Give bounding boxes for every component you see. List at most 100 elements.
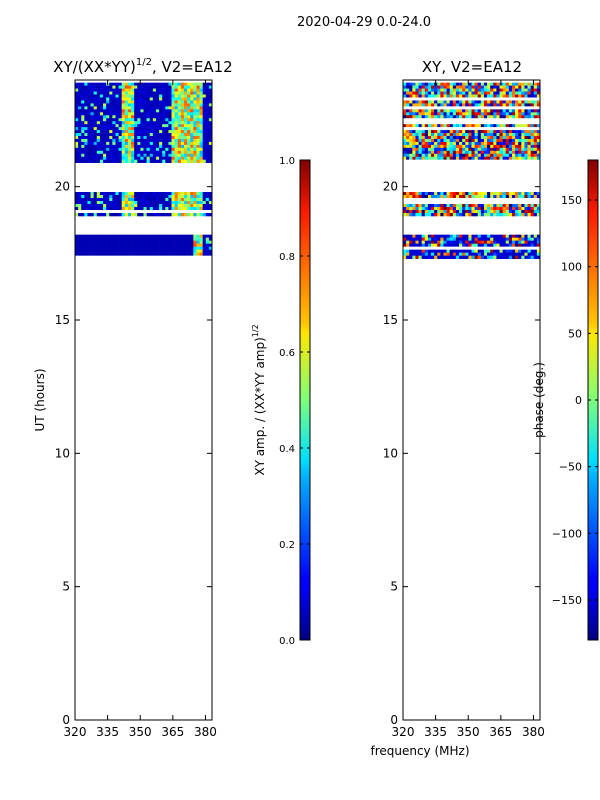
heatmap-cell xyxy=(180,234,185,238)
heatmap-cell xyxy=(483,127,488,131)
heatmap-cell xyxy=(480,249,485,253)
heatmap-cell xyxy=(521,204,525,208)
heatmap-cell xyxy=(162,201,166,205)
heatmap-cell xyxy=(536,106,541,110)
heatmap-cell xyxy=(159,243,163,247)
heatmap-cell xyxy=(171,156,175,160)
heatmap-cell xyxy=(171,127,175,131)
heatmap-cell xyxy=(183,237,188,241)
heatmap-cell xyxy=(431,156,435,160)
heatmap-cell xyxy=(515,115,519,119)
heatmap-cell xyxy=(155,118,160,122)
heatmap-cell xyxy=(449,94,454,98)
heatmap-cell xyxy=(424,195,429,199)
heatmap-cell xyxy=(496,88,500,92)
heatmap-cell xyxy=(499,156,503,160)
heatmap-cell xyxy=(424,141,429,146)
heatmap-cell xyxy=(409,124,413,128)
heatmap-cell xyxy=(536,141,541,146)
heatmap-cell xyxy=(480,198,485,202)
heatmap-cell xyxy=(124,118,129,122)
heatmap-cell xyxy=(490,88,494,92)
heatmap-cell xyxy=(524,91,528,95)
heatmap-cell xyxy=(143,115,147,119)
heatmap-cell xyxy=(427,103,432,107)
heatmap-cell xyxy=(505,156,510,160)
heatmap-cell xyxy=(90,106,94,110)
heatmap-cell xyxy=(134,201,138,205)
heatmap-cell xyxy=(205,141,210,146)
heatmap-cell xyxy=(96,234,101,238)
heatmap-cell xyxy=(462,159,466,163)
heatmap-cell xyxy=(99,109,104,113)
heatmap-cell xyxy=(75,124,79,128)
panel-amplitude-axes-frame xyxy=(74,79,213,721)
heatmap-cell xyxy=(118,255,122,259)
heatmap-cell xyxy=(421,133,426,137)
heatmap-cell xyxy=(168,147,172,152)
heatmap-cell xyxy=(134,115,138,119)
heatmap-cell xyxy=(143,210,147,214)
heatmap-cell xyxy=(165,210,169,214)
heatmap-cell xyxy=(468,246,472,250)
heatmap-cell xyxy=(87,127,91,131)
heatmap-cell xyxy=(196,138,200,143)
heatmap-cell xyxy=(480,100,485,104)
heatmap-cell xyxy=(177,82,182,86)
heatmap-cell xyxy=(143,130,147,134)
heatmap-cell xyxy=(415,112,419,116)
heatmap-cell xyxy=(474,153,479,158)
heatmap-cell xyxy=(515,150,519,155)
heatmap-cell xyxy=(155,91,160,95)
heatmap-cell xyxy=(403,204,407,208)
heatmap-cell xyxy=(84,246,88,250)
heatmap-cell xyxy=(508,198,513,202)
heatmap-cell xyxy=(462,240,466,244)
heatmap-cell xyxy=(112,109,116,113)
heatmap-cell xyxy=(403,156,407,160)
heatmap-cell xyxy=(93,249,98,253)
heatmap-cell xyxy=(140,85,144,89)
heatmap-cell xyxy=(190,91,194,95)
heatmap-cell xyxy=(524,141,528,146)
heatmap-cell xyxy=(471,159,475,163)
heatmap-cell xyxy=(505,97,510,101)
heatmap-cell xyxy=(518,246,522,250)
heatmap-cell xyxy=(146,153,151,158)
heatmap-cell xyxy=(421,156,426,160)
heatmap-cell xyxy=(418,130,422,134)
heatmap-cell xyxy=(459,240,463,244)
heatmap-cell xyxy=(437,106,441,110)
heatmap-cell xyxy=(193,118,197,122)
heatmap-cell xyxy=(162,156,166,160)
x-tick-label: 365 xyxy=(161,725,184,739)
heatmap-cell xyxy=(137,136,141,140)
heatmap-cell xyxy=(155,147,160,152)
heatmap-cell xyxy=(511,91,516,95)
heatmap-cell xyxy=(196,252,200,256)
heatmap-cell xyxy=(155,85,160,89)
heatmap-cell xyxy=(152,138,157,143)
heatmap-cell xyxy=(84,243,88,247)
heatmap-cell xyxy=(193,237,197,241)
heatmap-cell xyxy=(96,121,101,125)
heatmap-cell xyxy=(208,204,213,208)
heatmap-cell xyxy=(174,85,179,89)
heatmap-cell xyxy=(412,118,416,122)
heatmap-cell xyxy=(202,91,207,95)
heatmap-cell xyxy=(208,249,213,253)
heatmap-cell xyxy=(508,112,513,116)
heatmap-cell xyxy=(131,97,135,101)
heatmap-cell xyxy=(137,138,141,143)
heatmap-cell xyxy=(177,204,182,208)
heatmap-cell xyxy=(115,195,119,199)
heatmap-cell xyxy=(533,121,538,125)
heatmap-cell xyxy=(196,112,200,116)
heatmap-cell xyxy=(536,136,541,140)
heatmap-cell xyxy=(487,130,491,134)
heatmap-cell xyxy=(193,201,197,205)
heatmap-cell xyxy=(155,103,160,107)
heatmap-cell xyxy=(505,240,510,244)
heatmap-cell xyxy=(465,255,469,259)
heatmap-cell xyxy=(124,136,129,140)
